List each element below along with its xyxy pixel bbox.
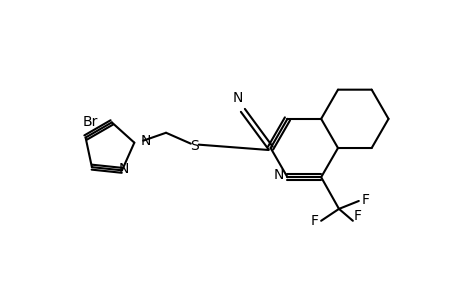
Text: N: N — [140, 134, 150, 148]
Text: N: N — [274, 168, 284, 182]
Text: S: S — [190, 139, 199, 153]
Text: Br: Br — [83, 116, 98, 129]
Text: F: F — [361, 193, 369, 207]
Text: N: N — [118, 162, 129, 176]
Text: F: F — [309, 214, 318, 228]
Text: F: F — [353, 209, 361, 223]
Text: N: N — [232, 92, 243, 106]
